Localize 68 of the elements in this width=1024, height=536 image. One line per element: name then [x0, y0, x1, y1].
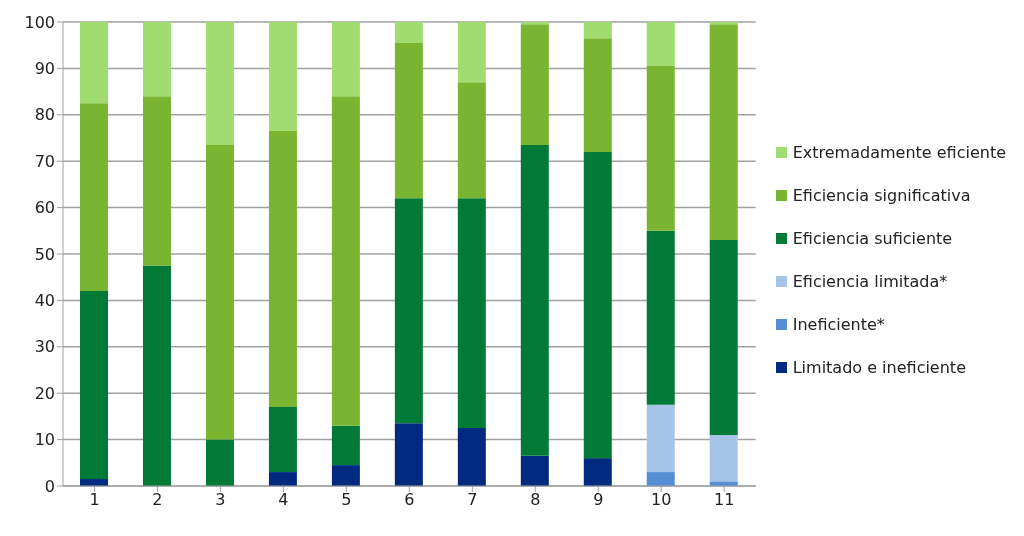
- legend-label: Eficiencia significativa: [792, 186, 971, 205]
- bar: [457, 82, 486, 199]
- bar: [646, 230, 675, 405]
- y-tick-label: 100: [24, 12, 55, 32]
- bar: [331, 425, 360, 466]
- bar: [646, 66, 675, 231]
- bar: [520, 24, 549, 145]
- x-tick-label: 2: [152, 490, 163, 510]
- bar: [646, 22, 675, 67]
- bar: [520, 144, 549, 456]
- bar: [520, 455, 549, 486]
- bar: [268, 407, 297, 473]
- bar: [646, 404, 675, 473]
- bar: [205, 144, 234, 440]
- bar: [394, 198, 423, 424]
- bar: [268, 472, 297, 486]
- bar: [709, 434, 738, 482]
- bar: [268, 131, 297, 408]
- y-tick-label: 50: [34, 244, 55, 264]
- x-tick-label: 8: [530, 490, 541, 510]
- bar: [709, 24, 738, 241]
- y-tick-label: 40: [34, 291, 55, 311]
- bar: [394, 42, 423, 199]
- bar: [142, 96, 171, 266]
- y-tick-label: 70: [34, 151, 55, 171]
- bar: [394, 22, 423, 43]
- x-tick-label: 11: [714, 490, 735, 510]
- bar: [646, 472, 675, 486]
- bar: [583, 38, 612, 152]
- x-tick-label: 6: [404, 490, 415, 510]
- bar: [709, 240, 738, 435]
- bar: [394, 423, 423, 486]
- legend-label: Limitado e ineficiente: [792, 358, 966, 377]
- y-tick-label: 10: [34, 430, 55, 450]
- x-tick-label: 9: [593, 490, 604, 510]
- legend-label: Extremadamente eficiente: [792, 143, 1006, 162]
- bar: [331, 96, 360, 426]
- bar: [457, 198, 486, 428]
- bar: [331, 465, 360, 486]
- x-tick-label: 3: [215, 490, 226, 510]
- bar: [80, 103, 108, 292]
- x-tick-label: 7: [467, 490, 478, 510]
- bar: [205, 22, 234, 145]
- x-tick-label: 1: [89, 490, 100, 510]
- y-tick-label: 60: [34, 198, 55, 218]
- bar: [80, 22, 108, 104]
- bar: [583, 22, 612, 39]
- legend-label: Eficiencia suficiente: [792, 229, 953, 248]
- y-tick-label: 80: [34, 105, 55, 125]
- bar: [142, 265, 171, 486]
- bar: [583, 458, 612, 486]
- y-tick-label: 90: [34, 59, 55, 79]
- x-tick-label: 4: [278, 490, 289, 510]
- x-tick-label: 5: [341, 490, 352, 510]
- y-tick-label: 30: [34, 337, 55, 357]
- bar: [268, 22, 297, 132]
- x-tick-label: 10: [651, 490, 672, 510]
- bar: [457, 22, 486, 83]
- bar: [457, 428, 486, 486]
- legend-label: Eficiencia limitada*: [792, 272, 948, 291]
- bar: [205, 439, 234, 486]
- bar: [80, 291, 108, 480]
- bar: [331, 22, 360, 97]
- bar: [583, 151, 612, 459]
- legend-label: Ineficiente*: [792, 315, 885, 334]
- bar: [142, 22, 171, 97]
- y-tick-label: 20: [34, 383, 55, 403]
- y-tick-label: 0: [44, 476, 55, 496]
